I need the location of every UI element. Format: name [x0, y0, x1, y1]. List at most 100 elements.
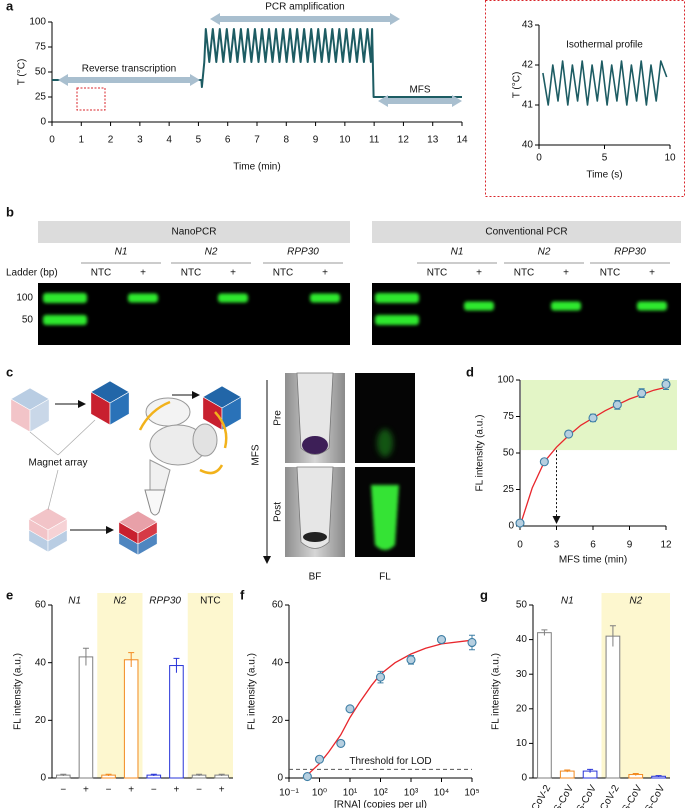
y-tick-label: 75 — [503, 411, 515, 422]
x-tick-label: 8 — [284, 135, 290, 146]
chart-data — [543, 61, 667, 105]
y-axis-label: FL intensity (a.u.) — [13, 653, 24, 730]
x-tick-label: 3 — [137, 135, 143, 146]
x-tick-label: 0 — [49, 135, 55, 146]
fluorescence — [371, 485, 399, 550]
y-tick-label: 50 — [503, 448, 515, 459]
target-label: RPP30 — [614, 247, 646, 258]
sample-band — [551, 302, 581, 311]
annotation: MFS — [409, 85, 430, 96]
y-tick-label: 100 — [29, 17, 46, 28]
lane-label: + — [140, 268, 146, 279]
bar — [538, 633, 552, 778]
bar — [606, 636, 620, 778]
y-axis-label: FL intensity (a.u.) — [475, 415, 486, 492]
x-tick-label: SARS-CoV-2 — [515, 783, 554, 808]
lane-label: NTC — [273, 268, 294, 279]
x-tick-label: 3 — [554, 540, 560, 551]
lane-label: NTC — [600, 268, 621, 279]
y-tick-label: 20 — [516, 703, 528, 714]
span-arrow — [210, 13, 400, 25]
x-tick-label: 7 — [254, 135, 260, 146]
ladder-size: 50 — [22, 315, 34, 326]
annotation: PCR amplification — [265, 2, 344, 13]
lane-label: NTC — [181, 268, 202, 279]
y-tick-label: 20 — [272, 715, 284, 726]
group-label: N1 — [561, 596, 574, 607]
y-tick-label: 40 — [35, 657, 47, 668]
lane-label: + — [476, 268, 482, 279]
x-tick-label: 6 — [225, 135, 231, 146]
x-tick-label: 10 — [339, 135, 351, 146]
group-label: N2 — [629, 596, 642, 607]
magnet-label: Magnet array — [29, 458, 88, 469]
line-series — [543, 61, 667, 105]
panel-label: d — [466, 364, 474, 379]
x-tick-label: − — [196, 785, 202, 796]
group-label: NTC — [200, 596, 221, 607]
chart-data: Reverse transcription PCR amplification MF… — [52, 2, 462, 107]
data-point — [516, 519, 524, 527]
gel-title: NanoPCR — [171, 227, 216, 238]
leader-line — [30, 432, 58, 455]
lane-label: + — [563, 268, 569, 279]
y-tick-label: 40 — [516, 634, 528, 645]
data-point — [565, 430, 573, 438]
x-tick-label: + — [219, 785, 225, 796]
x-tick-label: + — [174, 785, 180, 796]
target-label: N2 — [205, 247, 218, 258]
annotation: Reverse transcription — [82, 64, 176, 75]
x-tick-label: 10³ — [404, 788, 419, 799]
lane-label: + — [649, 268, 655, 279]
chart-axes: 404142430510Time (s)T (°C)Isothermal pro… — [512, 20, 676, 181]
highlight-band — [188, 593, 233, 778]
ladder-band — [43, 315, 87, 325]
threshold-label: Threshold for LOD — [349, 756, 431, 767]
data-point — [468, 638, 476, 646]
sample-liquid — [302, 436, 328, 454]
bar — [170, 666, 184, 778]
ladder-band — [375, 315, 419, 325]
lane-label: + — [322, 268, 328, 279]
x-tick-label: − — [106, 785, 112, 796]
chart-axes: 020406010⁻¹10⁰10¹10²10³10⁴10⁵[RNA] (copi… — [240, 587, 480, 808]
leader-line — [58, 420, 95, 455]
y-axis-label: T (°C) — [17, 59, 28, 86]
y-axis-label: FL intensity (a.u.) — [491, 653, 502, 730]
y-axis-label: T (°C) — [512, 72, 523, 99]
data-point — [337, 739, 345, 747]
axis-label: MFS — [251, 444, 262, 465]
x-tick-label: 0 — [536, 153, 542, 164]
y-tick-label: 0 — [521, 773, 527, 784]
x-tick-label: 6 — [590, 540, 596, 551]
data-point — [638, 389, 646, 397]
group-label: N2 — [113, 596, 126, 607]
y-tick-label: 43 — [522, 20, 534, 31]
data-point — [613, 401, 621, 409]
sample-band — [637, 302, 667, 311]
data-point — [407, 656, 415, 664]
x-tick-label: 11 — [369, 135, 380, 146]
sample-band — [310, 294, 340, 303]
x-axis-label: Time (min) — [233, 162, 280, 173]
column-label: BF — [309, 572, 322, 583]
chart-data: Threshold for LOD — [289, 635, 476, 780]
lane-label: NTC — [91, 268, 112, 279]
data-point — [540, 458, 548, 466]
x-tick-label: 12 — [398, 135, 410, 146]
y-tick-label: 10 — [516, 738, 528, 749]
data-point — [377, 673, 385, 681]
column-label: FL — [379, 572, 391, 583]
x-tick-label: 1 — [79, 135, 85, 146]
x-tick-label: 13 — [427, 135, 439, 146]
chart-background — [97, 593, 233, 778]
ladder-band — [375, 293, 419, 303]
x-tick-label: 10 — [664, 153, 676, 164]
group-label: N1 — [68, 596, 81, 607]
x-tick-label: − — [60, 785, 66, 796]
x-tick-label: 0 — [517, 540, 523, 551]
sample-band — [464, 302, 494, 311]
bar — [79, 657, 93, 778]
panel-label: g — [480, 587, 488, 602]
